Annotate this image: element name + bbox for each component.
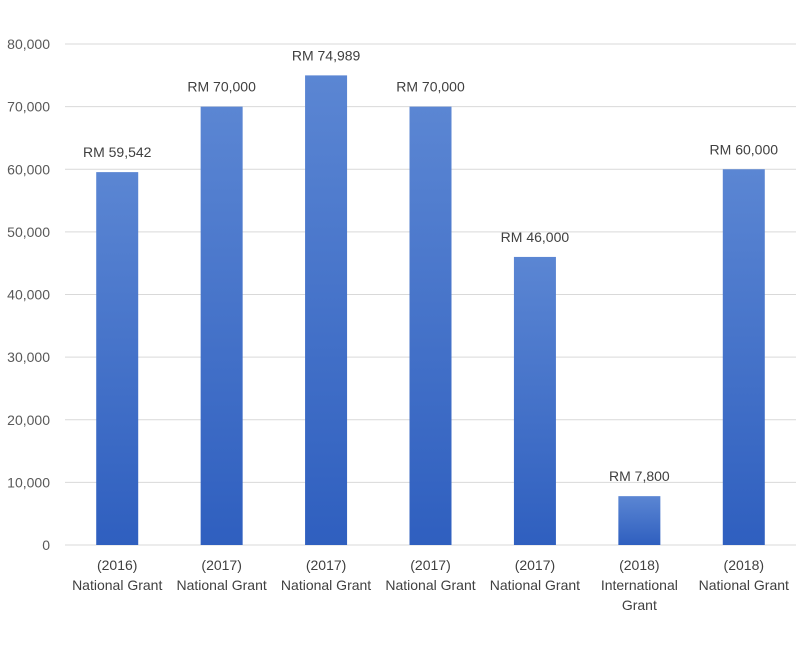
y-tick-label: 80,000 (7, 36, 50, 52)
y-tick-label: 40,000 (7, 287, 50, 303)
data-label: RM 70,000 (187, 79, 256, 95)
bar (618, 496, 661, 545)
bar (96, 172, 139, 545)
bar (722, 169, 765, 545)
x-category-label: (2017) National Grant (385, 557, 475, 593)
bars (96, 75, 765, 546)
x-category-label: (2017) National Grant (281, 557, 371, 593)
data-labels: RM 59,542 RM 70,000 RM 74,989 RM 70,000 RM 4… (83, 47, 778, 484)
x-category-label: (2018) National Grant (699, 557, 789, 593)
y-tick-label: 30,000 (7, 349, 50, 365)
x-category-label: (2018) International Grant (601, 557, 678, 613)
x-category-label: (2017) National Grant (177, 557, 267, 593)
data-label: RM 7,800 (609, 468, 670, 484)
data-label: RM 59,542 (83, 144, 152, 160)
y-tick-label: 0 (42, 537, 50, 553)
y-tick-label: 70,000 (7, 99, 50, 115)
y-tick-label: 50,000 (7, 224, 50, 240)
bar (409, 106, 452, 545)
x-axis-category-labels: (2016) National Grant (2017) National Grant… (72, 557, 789, 613)
y-tick-label: 20,000 (7, 412, 50, 428)
bar (513, 256, 556, 545)
y-tick-label: 10,000 (7, 474, 50, 490)
data-label: RM 46,000 (501, 229, 570, 245)
data-label: RM 74,989 (292, 47, 361, 63)
x-category-label: (2016) National Grant (72, 557, 162, 593)
x-category-label: (2017) National Grant (490, 557, 580, 593)
data-label: RM 60,000 (710, 141, 779, 157)
y-tick-label: 60,000 (7, 161, 50, 177)
data-label: RM 70,000 (396, 79, 465, 95)
bar (200, 106, 243, 545)
y-axis-tick-labels: 0 10,000 20,000 30,000 40,000 50,000 60,000 70,… (7, 36, 50, 553)
bar (305, 75, 348, 546)
